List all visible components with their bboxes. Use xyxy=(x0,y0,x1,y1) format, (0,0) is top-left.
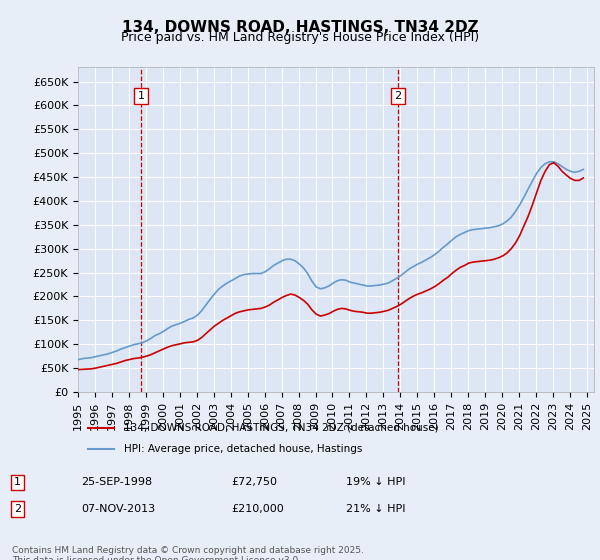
Text: £72,750: £72,750 xyxy=(231,477,277,487)
Text: Price paid vs. HM Land Registry's House Price Index (HPI): Price paid vs. HM Land Registry's House … xyxy=(121,31,479,44)
Text: HPI: Average price, detached house, Hastings: HPI: Average price, detached house, Hast… xyxy=(124,444,363,454)
Text: 134, DOWNS ROAD, HASTINGS, TN34 2DZ (detached house): 134, DOWNS ROAD, HASTINGS, TN34 2DZ (det… xyxy=(124,423,439,433)
Text: 21% ↓ HPI: 21% ↓ HPI xyxy=(346,504,406,514)
Text: 2: 2 xyxy=(394,91,401,101)
Text: £210,000: £210,000 xyxy=(231,504,284,514)
Text: Contains HM Land Registry data © Crown copyright and database right 2025.
This d: Contains HM Land Registry data © Crown c… xyxy=(12,546,364,560)
Text: 134, DOWNS ROAD, HASTINGS, TN34 2DZ: 134, DOWNS ROAD, HASTINGS, TN34 2DZ xyxy=(122,20,478,35)
Text: 1: 1 xyxy=(138,91,145,101)
Text: 1: 1 xyxy=(14,477,21,487)
Text: 19% ↓ HPI: 19% ↓ HPI xyxy=(346,477,406,487)
Text: 07-NOV-2013: 07-NOV-2013 xyxy=(81,504,155,514)
Text: 25-SEP-1998: 25-SEP-1998 xyxy=(81,477,152,487)
Text: 2: 2 xyxy=(14,504,22,514)
